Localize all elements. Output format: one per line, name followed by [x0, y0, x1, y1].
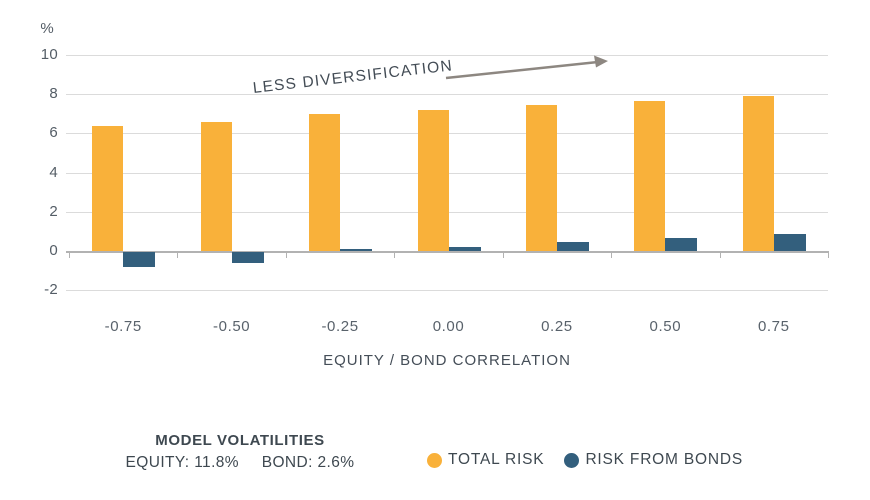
x-axis-tick	[177, 251, 179, 258]
legend-dot-icon	[427, 452, 442, 468]
bar-total-risk	[525, 104, 557, 251]
bond-volatility-value: BOND: 2.6%	[261, 454, 355, 471]
x-category-label: -0.75	[104, 318, 142, 335]
y-tick-label: 4	[49, 163, 58, 181]
legend-item: TOTAL RISK	[427, 451, 544, 469]
x-axis-tick	[719, 251, 721, 258]
x-category-label: 0.50	[649, 318, 682, 335]
legend-label: TOTAL RISK	[448, 451, 545, 468]
x-category-label: -0.25	[321, 318, 359, 335]
bar-total-risk	[309, 113, 341, 251]
y-tick-label: 10	[40, 46, 58, 63]
x-axis-tick	[394, 251, 396, 258]
gridline	[66, 290, 828, 292]
x-category-label: -0.50	[213, 318, 251, 335]
less-diversification-label: LESS DIVERSIFICATION	[251, 57, 454, 97]
y-tick-label: 2	[49, 202, 58, 220]
bar-risk-from-bonds	[556, 242, 589, 251]
chart-legend: TOTAL RISK RISK FROM BONDS	[427, 451, 743, 469]
bar-risk-from-bonds	[340, 249, 373, 251]
bar-risk-from-bonds	[665, 238, 698, 251]
legend-label: RISK FROM BONDS	[585, 451, 743, 468]
x-category-label: 0.75	[757, 318, 790, 335]
less-diversification-arrow	[445, 55, 608, 80]
x-axis-tick	[502, 251, 504, 258]
legend-dot-icon	[564, 452, 580, 468]
model-volatilities-title: MODEL VOLATILITIES	[155, 432, 325, 449]
bar-total-risk	[742, 96, 774, 251]
y-tick-label: -2	[44, 281, 58, 299]
y-axis-unit-label: %	[40, 20, 54, 37]
x-category-label: 0.25	[541, 318, 573, 335]
bar-total-risk	[92, 125, 124, 251]
legend-item: RISK FROM BONDS	[564, 451, 743, 469]
bar-total-risk	[200, 121, 232, 251]
x-axis-line	[66, 250, 828, 253]
y-tick-label: 8	[49, 85, 58, 103]
x-category-label: 0.00	[432, 318, 465, 335]
bar-risk-from-bonds	[773, 234, 806, 251]
bar-risk-from-bonds	[231, 252, 264, 263]
gridline	[66, 94, 828, 96]
model-volatilities-values: EQUITY: 11.8% BOND: 2.6%	[125, 454, 355, 472]
bar-total-risk	[634, 101, 666, 251]
model-volatilities-block: MODEL VOLATILITIES EQUITY: 11.8% BOND: 2…	[125, 432, 355, 472]
x-axis-tick	[611, 251, 613, 258]
x-axis-tick	[69, 251, 70, 258]
x-axis-title: EQUITY / BOND CORRELATION	[323, 352, 571, 369]
y-tick-label: 6	[49, 124, 58, 142]
bar-total-risk	[417, 109, 449, 251]
bar-risk-from-bonds	[448, 247, 481, 251]
gridline	[66, 55, 828, 56]
y-tick-label: 0	[49, 242, 58, 259]
equity-volatility-value: EQUITY: 11.8%	[125, 454, 239, 471]
x-axis-tick	[285, 251, 287, 258]
bar-risk-from-bonds	[123, 252, 156, 267]
x-axis-tick	[828, 251, 829, 258]
